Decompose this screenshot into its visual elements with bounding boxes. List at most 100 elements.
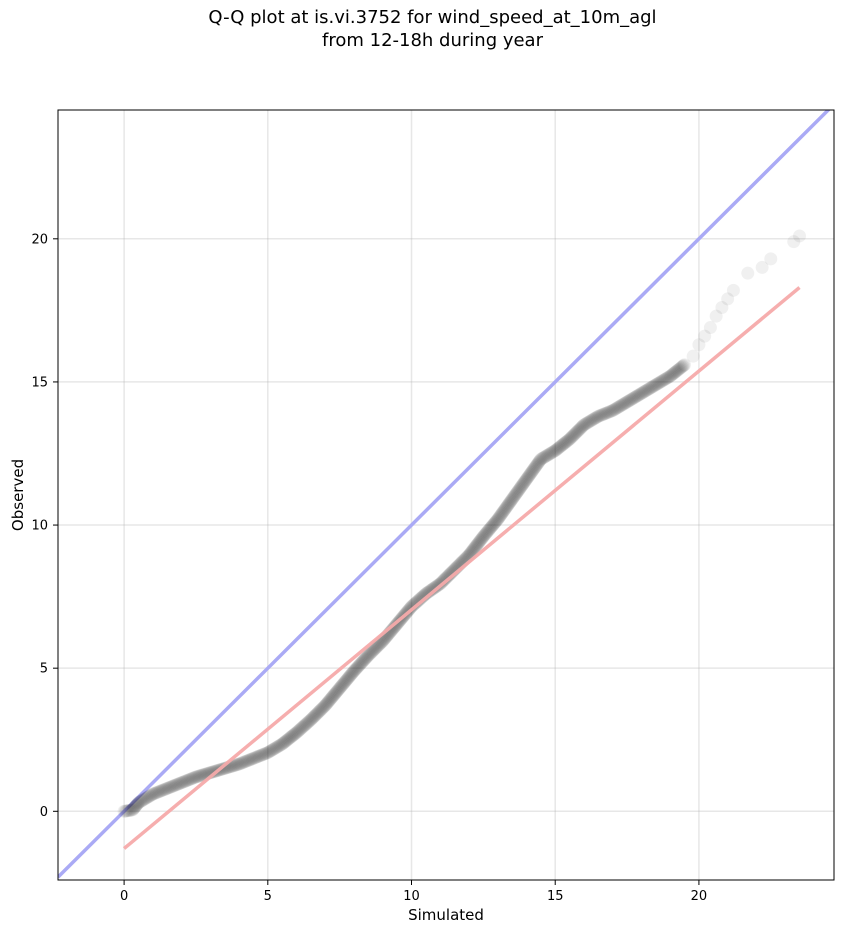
quantile-point	[504, 493, 518, 507]
quantile-point	[364, 646, 378, 660]
quantile-point	[126, 803, 140, 817]
quantile-point	[153, 784, 167, 798]
quantile-point	[639, 384, 653, 398]
quantile-point	[294, 721, 308, 735]
quantile-point	[308, 708, 322, 722]
quantile-point	[577, 418, 591, 432]
quantile-point	[535, 452, 549, 466]
quantile-point	[194, 769, 208, 783]
fit-line	[122, 286, 801, 850]
quantile-point	[272, 739, 286, 753]
quantile-point	[493, 509, 507, 523]
quantile-point	[579, 417, 593, 431]
quantile-point	[130, 798, 144, 812]
quantile-point	[480, 526, 494, 540]
quantile-point	[473, 534, 487, 548]
quantile-point	[741, 266, 755, 280]
quantile-point	[231, 757, 245, 771]
quantile-point	[479, 527, 493, 541]
quantile-point	[522, 468, 536, 482]
quantile-point	[534, 452, 548, 466]
quantile-point	[322, 694, 336, 708]
quantile-point	[441, 569, 455, 583]
quantile-point	[190, 770, 204, 784]
quantile-point	[273, 738, 287, 752]
quantile-point	[572, 422, 586, 436]
quantile-point	[655, 374, 669, 388]
quantile-point	[632, 388, 646, 402]
quantile-point	[607, 403, 621, 417]
quantile-point	[636, 386, 650, 400]
quantile-point	[658, 373, 672, 387]
quantile-point	[489, 514, 503, 528]
quantile-point	[274, 738, 288, 752]
quantile-point	[120, 804, 134, 818]
quantile-point	[619, 396, 633, 410]
quantile-point	[236, 756, 250, 770]
quantile-point	[428, 580, 442, 594]
quantile-point	[664, 368, 678, 382]
quantile-point	[155, 783, 169, 797]
quantile-point	[257, 747, 271, 761]
quantile-point	[578, 417, 592, 431]
quantile-point	[692, 338, 706, 352]
quantile-point	[254, 748, 268, 762]
quantile-point	[251, 749, 265, 763]
quantile-point	[157, 783, 171, 797]
quantile-point	[138, 792, 152, 806]
quantile-point	[561, 434, 575, 448]
quantile-point	[588, 411, 602, 425]
quantile-point	[543, 447, 557, 461]
quantile-point	[645, 380, 659, 394]
quantile-point	[589, 411, 603, 425]
quantile-point	[496, 505, 510, 519]
quantile-point	[466, 543, 480, 557]
quantile-point	[518, 474, 532, 488]
quantile-point	[334, 679, 348, 693]
quantile-point	[326, 689, 340, 703]
quantile-point	[342, 670, 356, 684]
quantile-point	[568, 427, 582, 441]
quantile-point	[675, 360, 689, 374]
quantile-point	[531, 456, 545, 470]
quantile-point	[651, 376, 665, 390]
quantile-point	[654, 374, 668, 388]
quantile-point	[553, 440, 567, 454]
quantile-point	[312, 705, 326, 719]
quantile-point	[173, 776, 187, 790]
quantile-point	[316, 700, 330, 714]
quantile-point	[508, 488, 522, 502]
quantile-point	[341, 672, 355, 686]
quantile-point	[170, 778, 184, 792]
quantile-point	[517, 475, 531, 489]
x-tick-label: 0	[120, 889, 128, 904]
quantile-point	[611, 400, 625, 414]
quantile-point	[764, 252, 778, 266]
quantile-point	[148, 786, 162, 800]
quantile-point	[612, 400, 626, 414]
quantile-point	[387, 621, 401, 635]
quantile-point	[512, 483, 526, 497]
quantile-point	[370, 639, 384, 653]
quantile-point	[630, 389, 644, 403]
quantile-point	[124, 803, 138, 817]
quantile-point	[618, 396, 632, 410]
quantile-point	[486, 518, 500, 532]
quantile-point	[572, 423, 586, 437]
quantile-point	[365, 645, 379, 659]
quantile-point	[652, 376, 666, 390]
quantile-point	[411, 594, 425, 608]
quantile-point	[313, 704, 327, 718]
quantile-point	[677, 359, 691, 373]
y-tick-label: 20	[31, 232, 48, 247]
quantile-point	[498, 503, 512, 517]
quantile-point	[567, 428, 581, 442]
quantile-point	[499, 501, 513, 515]
quantile-point	[228, 758, 242, 772]
quantile-point	[227, 759, 241, 773]
quantile-point	[647, 379, 661, 393]
quantile-point	[473, 533, 487, 547]
quantile-point	[264, 744, 278, 758]
quantile-point	[306, 711, 320, 725]
quantile-point	[357, 653, 371, 667]
